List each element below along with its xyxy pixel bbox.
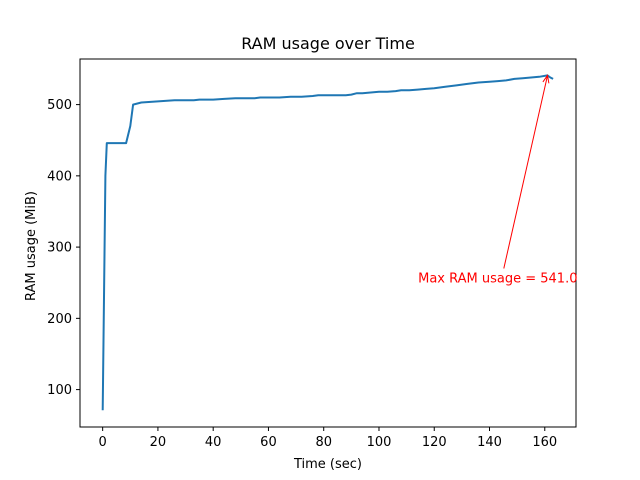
max-usage-annotation: Max RAM usage = 541.0 (418, 74, 577, 286)
plot-frame (79, 58, 577, 428)
x-tick-label: 120 (422, 435, 447, 450)
y-tick-label: 100 (47, 383, 72, 398)
x-tick-label: 20 (150, 435, 167, 450)
x-tick-label: 140 (477, 435, 502, 450)
y-tick-label: 400 (47, 169, 72, 184)
annotation-arrow-line (503, 75, 549, 269)
y-axis-label: RAM usage (MiB) (24, 191, 39, 301)
y-tick-label: 500 (47, 98, 72, 113)
x-tick-label: 100 (367, 435, 392, 450)
x-tick-label: 40 (205, 435, 222, 450)
annotation-arrow-head (542, 74, 550, 84)
y-axis-ticks: 100 200 300 400 500 (47, 98, 80, 398)
y-tick-label: 200 (47, 312, 72, 327)
chart-title: RAM usage over Time (241, 34, 415, 53)
plot-area (79, 58, 577, 428)
x-tick-label: 160 (532, 435, 557, 450)
y-tick-label: 300 (47, 241, 72, 256)
annotation-label: Max RAM usage = 541.0 (418, 271, 577, 286)
x-axis-ticks: 0 20 40 60 80 100 120 140 160 (99, 427, 557, 450)
x-tick-label: 0 (99, 435, 107, 450)
x-tick-label: 60 (260, 435, 277, 450)
x-axis-label: Time (sec) (293, 457, 362, 472)
series-line-0 (101, 74, 554, 411)
x-tick-label: 80 (315, 435, 332, 450)
